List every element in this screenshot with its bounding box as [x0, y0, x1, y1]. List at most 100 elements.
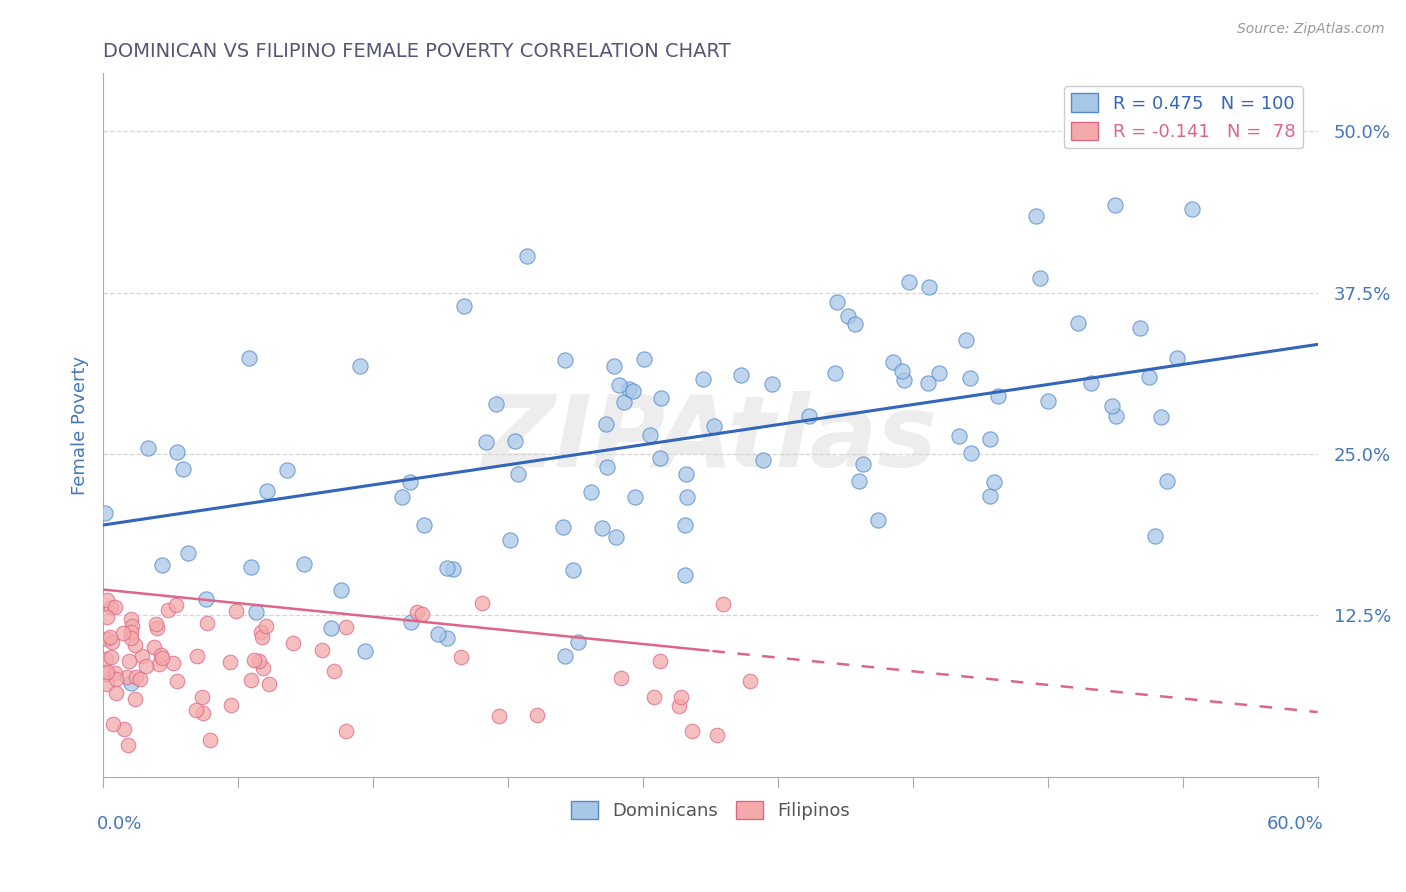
Point	[1137, 370, 1160, 384]
Point	[96, 677, 118, 691]
Point	[349, 359, 371, 373]
Point	[1144, 529, 1167, 543]
Text: ZIPAtlas: ZIPAtlas	[484, 391, 938, 488]
Point	[761, 377, 783, 392]
Point	[135, 659, 157, 673]
Point	[103, 600, 125, 615]
Point	[322, 665, 344, 679]
Point	[987, 389, 1010, 403]
Legend: Dominicans, Filipinos: Dominicans, Filipinos	[564, 794, 858, 828]
Point	[104, 686, 127, 700]
Point	[191, 690, 214, 704]
Point	[399, 475, 422, 489]
Point	[124, 692, 146, 706]
Point	[669, 690, 692, 704]
Point	[551, 520, 574, 534]
Point	[848, 474, 870, 488]
Point	[979, 432, 1001, 446]
Point	[799, 409, 821, 423]
Point	[844, 318, 866, 332]
Point	[607, 377, 630, 392]
Point	[150, 651, 173, 665]
Point	[120, 612, 142, 626]
Point	[488, 708, 510, 723]
Point	[148, 657, 170, 671]
Point	[648, 450, 671, 465]
Point	[1101, 399, 1123, 413]
Point	[101, 634, 124, 648]
Point	[329, 583, 352, 598]
Point	[706, 728, 728, 742]
Point	[219, 656, 242, 670]
Point	[100, 650, 122, 665]
Point	[186, 703, 208, 717]
Point	[256, 483, 278, 498]
Point	[321, 621, 343, 635]
Point	[638, 428, 661, 442]
Point	[1025, 209, 1047, 223]
Point	[596, 460, 619, 475]
Point	[633, 351, 655, 366]
Point	[247, 654, 270, 668]
Point	[740, 673, 762, 688]
Point	[252, 630, 274, 644]
Point	[605, 530, 627, 544]
Point	[257, 677, 280, 691]
Point	[165, 598, 187, 612]
Point	[149, 648, 172, 663]
Point	[852, 458, 875, 472]
Point	[191, 706, 214, 720]
Point	[254, 619, 277, 633]
Point	[1150, 410, 1173, 425]
Point	[505, 434, 527, 449]
Point	[138, 441, 160, 455]
Point	[595, 417, 617, 431]
Point	[145, 616, 167, 631]
Point	[426, 627, 449, 641]
Point	[166, 673, 188, 688]
Point	[917, 376, 939, 390]
Point	[93, 506, 115, 520]
Point	[117, 738, 139, 752]
Point	[250, 625, 273, 640]
Point	[918, 280, 941, 294]
Point	[567, 635, 589, 649]
Point	[436, 632, 458, 646]
Point	[579, 484, 602, 499]
Point	[868, 513, 890, 527]
Point	[1104, 197, 1126, 211]
Point	[675, 467, 697, 481]
Point	[96, 632, 118, 647]
Point	[554, 353, 576, 368]
Point	[100, 599, 122, 614]
Point	[499, 533, 522, 547]
Point	[554, 648, 576, 663]
Point	[96, 652, 118, 666]
Point	[825, 294, 848, 309]
Point	[131, 649, 153, 664]
Point	[668, 699, 690, 714]
Point	[562, 563, 585, 577]
Point	[335, 723, 357, 738]
Point	[96, 593, 118, 607]
Point	[450, 649, 472, 664]
Point	[621, 384, 644, 399]
Point	[1036, 394, 1059, 409]
Point	[730, 368, 752, 382]
Point	[703, 419, 725, 434]
Point	[681, 723, 703, 738]
Point	[98, 630, 121, 644]
Point	[603, 359, 626, 373]
Point	[156, 603, 179, 617]
Point	[96, 609, 118, 624]
Point	[166, 445, 188, 459]
Point	[391, 491, 413, 505]
Point	[238, 351, 260, 365]
Point	[103, 717, 125, 731]
Point	[1129, 321, 1152, 335]
Point	[240, 560, 263, 574]
Text: DOMINICAN VS FILIPINO FEMALE POVERTY CORRELATION CHART: DOMINICAN VS FILIPINO FEMALE POVERTY COR…	[103, 42, 731, 61]
Point	[406, 605, 429, 619]
Point	[474, 434, 496, 449]
Point	[526, 707, 548, 722]
